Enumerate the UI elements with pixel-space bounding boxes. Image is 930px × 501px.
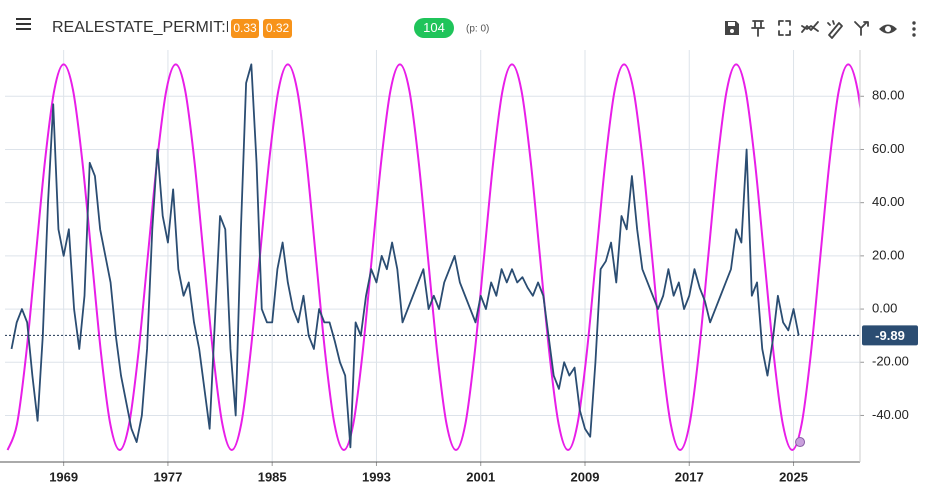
menu-icon[interactable] bbox=[16, 18, 31, 30]
x-tick-label: 1977 bbox=[153, 469, 182, 484]
more-dot bbox=[912, 33, 916, 37]
axes: 80.00 60.00 40.00 20.00 0.00 -20.00 -40.00 1969… bbox=[0, 50, 918, 484]
compare-shape bbox=[801, 21, 819, 33]
draw-icon[interactable] bbox=[827, 20, 843, 39]
save-dot bbox=[730, 29, 734, 33]
series-line bbox=[10, 63, 800, 449]
badge-bg bbox=[231, 19, 259, 38]
badge: 0.33 bbox=[233, 21, 257, 35]
compare-icon[interactable] bbox=[801, 21, 819, 33]
x-tick-label: 2009 bbox=[571, 469, 600, 484]
count-pill bbox=[414, 18, 454, 38]
pin-icon[interactable] bbox=[751, 20, 765, 37]
fullscreen-icon[interactable] bbox=[778, 20, 791, 36]
y-tick-label: -40.00 bbox=[872, 407, 909, 422]
save-slot bbox=[728, 22, 735, 26]
x-tick-label: 2001 bbox=[466, 469, 495, 484]
y-tick-label: -20.00 bbox=[872, 354, 909, 369]
fork-icon[interactable] bbox=[854, 21, 869, 36]
y-tick-label: 80.00 bbox=[872, 88, 905, 103]
eye-pupil bbox=[885, 26, 891, 32]
more-icon[interactable] bbox=[912, 21, 916, 37]
x-tick-label: 1993 bbox=[362, 469, 391, 484]
more-dot bbox=[912, 21, 916, 25]
badge: 0.32 bbox=[266, 21, 290, 35]
fork-shape bbox=[854, 21, 869, 36]
y-tick-label: 60.00 bbox=[872, 141, 905, 156]
y-tick-label: 40.00 bbox=[872, 194, 905, 209]
last-value-tag bbox=[862, 325, 918, 346]
symbol: REALESTATE_PERMIT:LA bbox=[52, 19, 246, 36]
series-line bbox=[6, 63, 860, 452]
current-point bbox=[795, 437, 806, 448]
x-tick-label: 2017 bbox=[675, 469, 704, 484]
y-tick-label: 0.00 bbox=[872, 301, 897, 316]
badge-bg bbox=[263, 19, 292, 38]
x-tick-label: 1969 bbox=[49, 469, 78, 484]
fullscreen-shape bbox=[778, 20, 791, 36]
count: 104 bbox=[423, 20, 445, 35]
save-icon[interactable] bbox=[725, 21, 739, 35]
more-dot bbox=[912, 27, 916, 31]
x-tick-label: 2025 bbox=[779, 469, 808, 484]
plot-area bbox=[6, 63, 860, 452]
last-value-label: -9.89 bbox=[875, 328, 905, 343]
y-tick-label: 20.00 bbox=[872, 247, 905, 262]
draw-shape bbox=[827, 20, 843, 39]
pin-shape bbox=[751, 20, 765, 37]
x-tick-label: 1985 bbox=[258, 469, 287, 484]
eye-icon[interactable] bbox=[879, 24, 897, 34]
note: (p: 0) bbox=[466, 24, 489, 35]
